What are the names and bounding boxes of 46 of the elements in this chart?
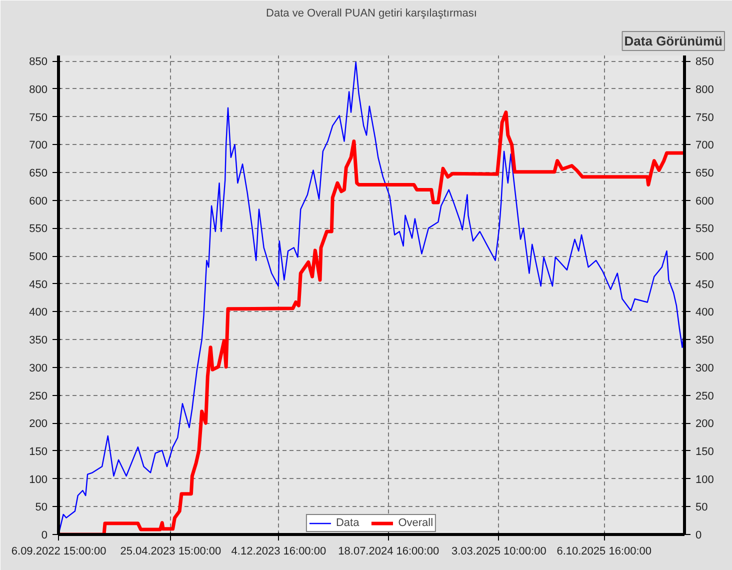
y2-tick-label: 650: [696, 167, 714, 180]
y2-tick-label: 700: [696, 140, 714, 152]
y-tick-label: 100: [29, 474, 48, 486]
x-tick-label: 6.10.2025 16:00:00: [556, 546, 652, 558]
y2-tick-label: 0: [696, 530, 702, 542]
y-tick-label: 0: [41, 530, 48, 542]
y2-tick-label: 600: [696, 195, 714, 208]
x-tick-label: 25.04.2023 15:00:00: [120, 546, 222, 558]
y-tick-label: 800: [29, 84, 48, 96]
y2-tick-label: 450: [696, 278, 714, 291]
y2-tick-label: 200: [696, 418, 714, 430]
y-tick-label: 50: [35, 502, 48, 514]
y-tick-label: 250: [29, 390, 48, 402]
y-tick-label: 350: [29, 334, 48, 347]
y2-tick-label: 250: [696, 390, 714, 402]
x-tick-label: 18.07.2024 16:00:00: [338, 546, 440, 558]
y-tick-label: 700: [29, 140, 48, 152]
legend-label: Data: [336, 517, 360, 529]
y2-tick-label: 800: [696, 84, 714, 96]
y-tick-label: 550: [29, 223, 48, 236]
x-tick-label: 4.12.2023 16:00:00: [231, 546, 326, 558]
text: Data Görünümü: [624, 34, 723, 48]
y2-tick-label: 850: [696, 56, 714, 68]
y-tick-label: 300: [29, 362, 48, 374]
y2-tick-label: 50: [696, 502, 708, 514]
y2-tick-label: 400: [696, 306, 714, 319]
y-tick-label: 400: [29, 306, 48, 319]
y-tick-label: 850: [29, 56, 48, 68]
x-tick-label: 3.03.2025 10:00:00: [452, 546, 546, 558]
x-tick-label: 6.09.2022 15:00:00: [11, 546, 106, 558]
y2-tick-label: 750: [696, 112, 714, 124]
legend-label: Overall: [398, 517, 434, 529]
y-tick-label: 750: [29, 112, 48, 124]
y-tick-label: 150: [29, 446, 48, 458]
y2-tick-label: 350: [696, 334, 714, 347]
y2-tick-label: 100: [696, 474, 714, 486]
y2-tick-label: 500: [696, 251, 714, 264]
y-tick-label: 600: [29, 195, 48, 208]
y-tick-label: 500: [29, 251, 48, 264]
chart-title: Data ve Overall PUAN getiri karşılaştırması: [266, 8, 477, 20]
y2-tick-label: 150: [696, 446, 714, 458]
y2-tick-label: 550: [696, 223, 714, 236]
y-tick-label: 200: [29, 418, 48, 430]
y2-tick-label: 300: [696, 362, 714, 374]
y-tick-label: 650: [29, 167, 48, 180]
y-tick-label: 450: [29, 278, 48, 291]
